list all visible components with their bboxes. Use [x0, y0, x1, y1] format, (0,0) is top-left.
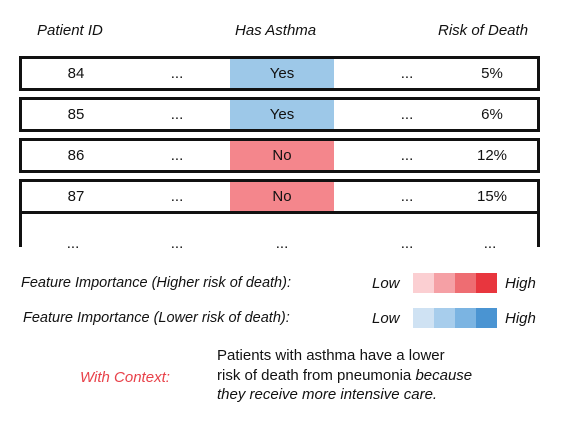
- ellipsis-cell: ...: [400, 147, 414, 164]
- header-patient-id: Patient ID: [37, 22, 103, 39]
- context-text: Patients with asthma have a lower risk o…: [217, 346, 472, 405]
- patient-id-cell: 86: [67, 147, 85, 164]
- context-label: With Context:: [80, 369, 170, 386]
- risk-of-death-cell: 5%: [481, 65, 503, 82]
- context-line-2-text: risk of death from pneumonia: [217, 366, 416, 384]
- legend-swatch: [413, 308, 434, 328]
- table-right-border: [537, 214, 540, 247]
- ellipsis-cell: ...: [170, 147, 184, 164]
- legend-higher-risk-label: Feature Importance (Higher risk of death…: [21, 275, 291, 291]
- patient-id-cell: 87: [67, 188, 85, 205]
- legend-swatch: [455, 273, 476, 293]
- ellipsis-cell: ...: [170, 235, 184, 252]
- table-row: 85 ... Yes ... 6%: [19, 97, 540, 132]
- table-row-continuation: ... ... ... ... ...: [0, 221, 563, 252]
- header-has-asthma: Has Asthma: [235, 22, 317, 39]
- context-line-2: risk of death from pneumonia because: [217, 366, 472, 386]
- legend-higher-low: Low: [372, 275, 400, 292]
- ellipsis-cell: ...: [66, 235, 80, 252]
- ellipsis-cell: ...: [400, 106, 414, 123]
- context-emphasis: because: [415, 366, 473, 384]
- legend-lower-risk-label: Feature Importance (Lower risk of death)…: [23, 310, 290, 326]
- table-row: 87 ... No ... 15%: [19, 179, 540, 214]
- patient-id-cell: 85: [67, 106, 85, 123]
- legend-lower-low: Low: [372, 310, 400, 327]
- header-risk-of-death: Risk of Death: [438, 22, 529, 39]
- table-left-border: [19, 214, 22, 247]
- ellipsis-cell: ...: [400, 188, 414, 205]
- ellipsis-cell: ...: [400, 235, 414, 252]
- legend-swatch: [434, 308, 455, 328]
- legend-swatch: [434, 273, 455, 293]
- ellipsis-cell: ...: [170, 65, 184, 82]
- legend-swatch: [455, 308, 476, 328]
- has-asthma-cell: Yes: [230, 100, 334, 129]
- ellipsis-cell: ...: [170, 188, 184, 205]
- risk-of-death-cell: 12%: [476, 147, 508, 164]
- legend-higher-high: High: [505, 275, 536, 292]
- has-asthma-cell: Yes: [230, 59, 334, 88]
- patient-id-cell: 84: [67, 65, 85, 82]
- table-row: 86 ... No ... 12%: [19, 138, 540, 173]
- ellipsis-cell: ...: [275, 235, 289, 252]
- legend-swatch: [413, 273, 434, 293]
- legend-lower-high: High: [505, 310, 536, 327]
- ellipsis-cell: ...: [170, 106, 184, 123]
- has-asthma-cell: No: [230, 182, 334, 211]
- ellipsis-cell: ...: [483, 235, 497, 252]
- context-line-3: they receive more intensive care.: [217, 386, 438, 403]
- legend-swatch: [476, 273, 497, 293]
- ellipsis-cell: ...: [400, 65, 414, 82]
- risk-of-death-cell: 15%: [476, 188, 508, 205]
- legend-swatch: [476, 308, 497, 328]
- context-line-1: Patients with asthma have a lower: [217, 347, 445, 364]
- risk-of-death-cell: 6%: [481, 106, 503, 123]
- has-asthma-cell: No: [230, 141, 334, 170]
- table-row: 84 ... Yes ... 5%: [19, 56, 540, 91]
